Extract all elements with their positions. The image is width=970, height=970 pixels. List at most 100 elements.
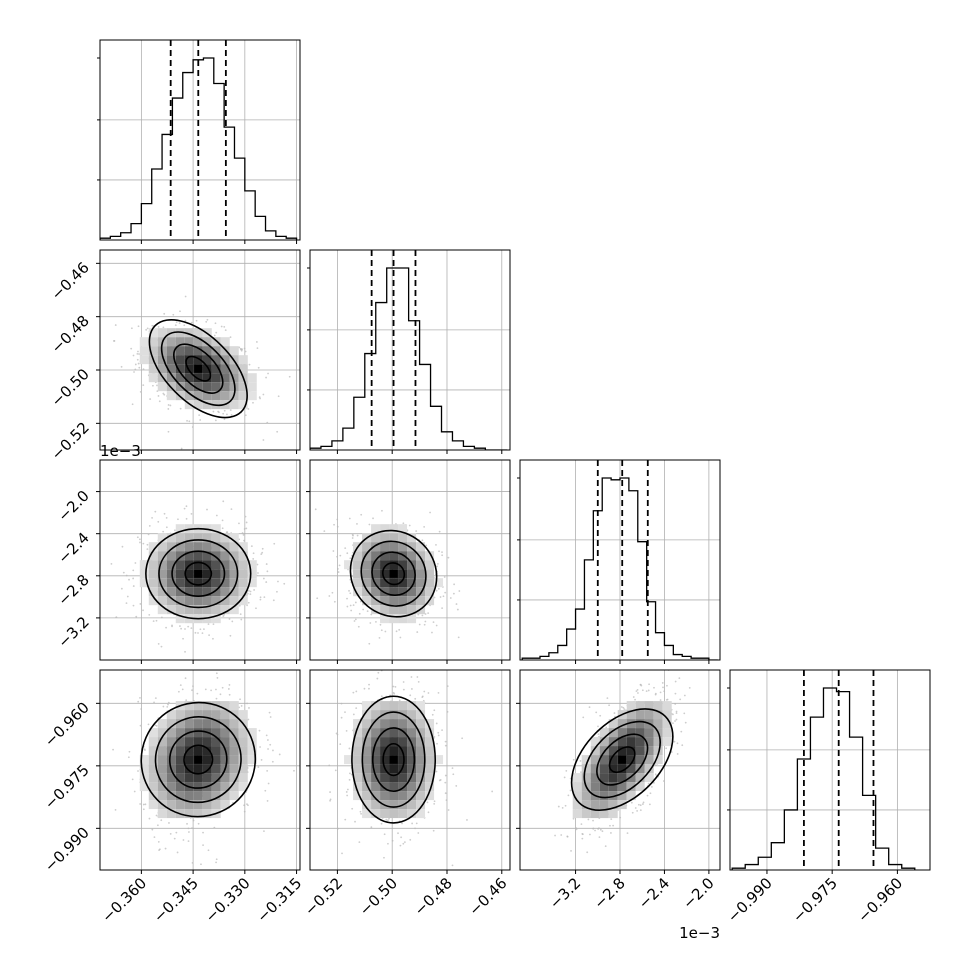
density-cell [220,719,230,729]
density-cell [175,569,185,579]
scatter-point [271,760,274,763]
density-cell [211,373,221,383]
scatter-point [446,710,449,713]
density-cell [166,578,176,588]
scatter-point [433,596,436,599]
scatter-point [172,313,175,316]
density-cell [166,551,176,561]
scatter-point [314,508,317,511]
density-cell [353,782,363,792]
scatter-point [636,810,639,812]
scatter-point [201,632,204,634]
density-cell [157,605,167,615]
scatter-point [126,595,129,598]
density-cell [599,755,609,765]
scatter-point [388,817,390,820]
scatter-point [257,572,259,574]
y-offset-text: 1e−3 [100,442,141,460]
scatter-point [461,737,464,740]
scatter-point [127,756,130,759]
density-cell [247,391,257,401]
scatter-point [198,414,201,417]
scatter-point [647,689,650,692]
density-cell [184,596,194,606]
scatter-point [180,447,183,450]
scatter-point [316,597,319,600]
scatter-point [580,771,582,774]
scatter-point [169,404,172,407]
scatter-point [226,531,229,534]
scatter-point [137,350,139,353]
density-cell [193,728,203,738]
density-cell [211,587,221,597]
scatter-point [686,665,688,667]
scatter-point [424,613,427,615]
scatter-point [653,686,655,689]
density-cell [193,737,203,747]
density-cell [175,791,185,801]
scatter-point [418,623,421,626]
scatter-point [642,801,645,804]
scatter-point [426,801,429,804]
scatter-point [139,603,142,605]
scatter-point [169,832,172,835]
panel-frame [309,669,511,871]
scatter-point [444,774,447,777]
density-cell [193,578,203,588]
density-cell [211,551,221,561]
density-cell [166,782,176,792]
density-cell [193,355,203,365]
scatter-point [675,710,678,713]
density-cell [353,791,363,801]
x-tick-label: −0.48 [411,874,456,919]
scatter-point [256,563,259,566]
density-cell [398,782,408,792]
scatter-point [222,412,225,415]
density-cell [211,737,221,747]
density-cell [211,791,221,801]
x-tick-label: −0.345 [150,874,202,926]
density-cell [371,533,381,543]
scatter-point [243,347,246,350]
scatter-point [348,747,351,750]
scatter-point [340,716,343,719]
scatter-point [148,525,151,527]
density-cell [139,578,149,588]
scatter-point [623,708,626,711]
scatter-point [565,769,568,772]
density-cell [148,728,158,738]
panel-frame [99,669,301,871]
density-cell [353,773,363,783]
scatter-point [179,407,182,410]
scatter-point [151,828,154,831]
density-cell [166,728,176,738]
contour-line [140,701,257,818]
scatter-point [354,601,357,604]
y-tick-label: −3.2 [54,613,92,651]
density-peak [194,364,203,373]
density-cell [389,560,399,570]
scatter-point [587,818,590,821]
scatter-point [630,801,633,804]
scatter-point [437,691,440,694]
scatter-point [175,831,178,834]
scatter-point [399,636,402,639]
density-cell [157,542,167,552]
scatter-point [333,523,335,526]
scatter-point [165,626,167,629]
scatter-point [631,811,634,814]
density-cell [416,587,426,597]
density-cell [389,701,399,711]
scatter-point [132,577,135,580]
density-peak [194,569,203,578]
scatter-point [273,542,276,545]
density-cell [229,578,239,588]
density-cell [407,596,417,606]
density-cell [407,542,417,552]
scatter-point [259,596,262,599]
density-cell [157,364,167,374]
scatter-point [132,585,135,587]
scatter-point [674,680,677,683]
scatter-point [162,392,165,395]
scatter-point [332,550,335,552]
